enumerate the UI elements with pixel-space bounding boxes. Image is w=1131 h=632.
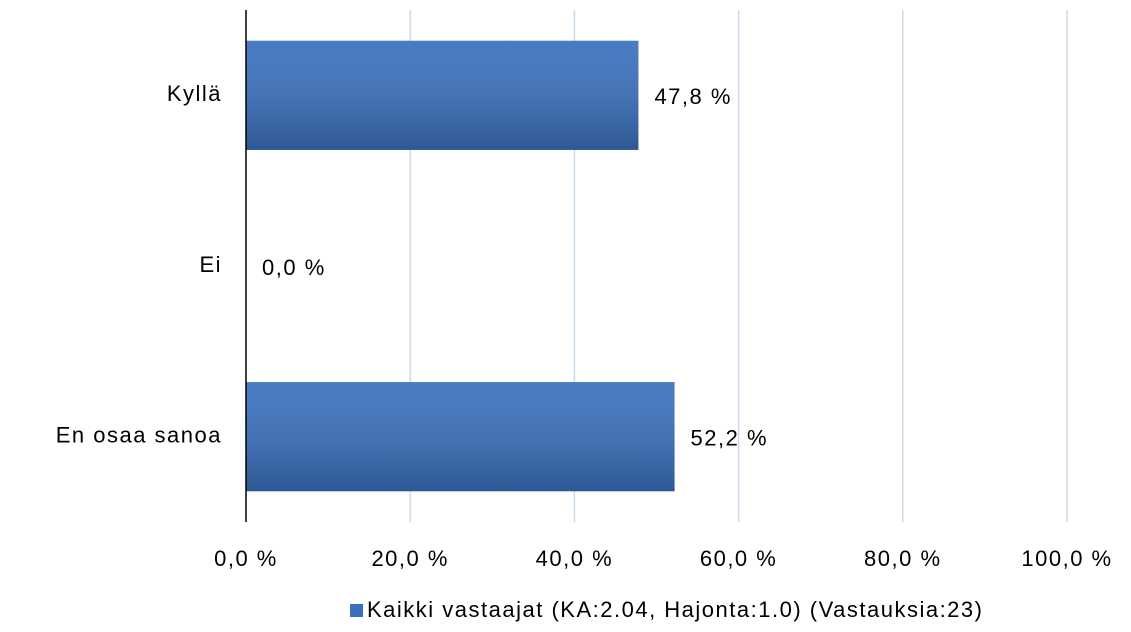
bar-shade (246, 382, 675, 492)
x-tick-label: 40,0 % (536, 546, 614, 571)
y-tick-label: En osaa sanoa (56, 422, 222, 447)
data-label: 0,0 % (262, 255, 326, 280)
y-tick-label: Kyllä (167, 81, 222, 106)
legend-swatch (350, 604, 363, 617)
x-tick-label: 60,0 % (700, 546, 778, 571)
x-tick-label: 0,0 % (214, 546, 278, 571)
x-tick-label: 20,0 % (371, 546, 449, 571)
y-tick-label: Ei (199, 252, 222, 277)
legend-label: Kaikki vastaajat (KA:2.04, Hajonta:1.0) … (367, 597, 983, 622)
data-label: 47,8 % (654, 84, 732, 109)
data-label: 52,2 % (691, 425, 769, 450)
bar-shade (246, 40, 639, 150)
x-tick-label: 80,0 % (864, 546, 942, 571)
x-tick-label: 100,0 % (1021, 546, 1112, 571)
